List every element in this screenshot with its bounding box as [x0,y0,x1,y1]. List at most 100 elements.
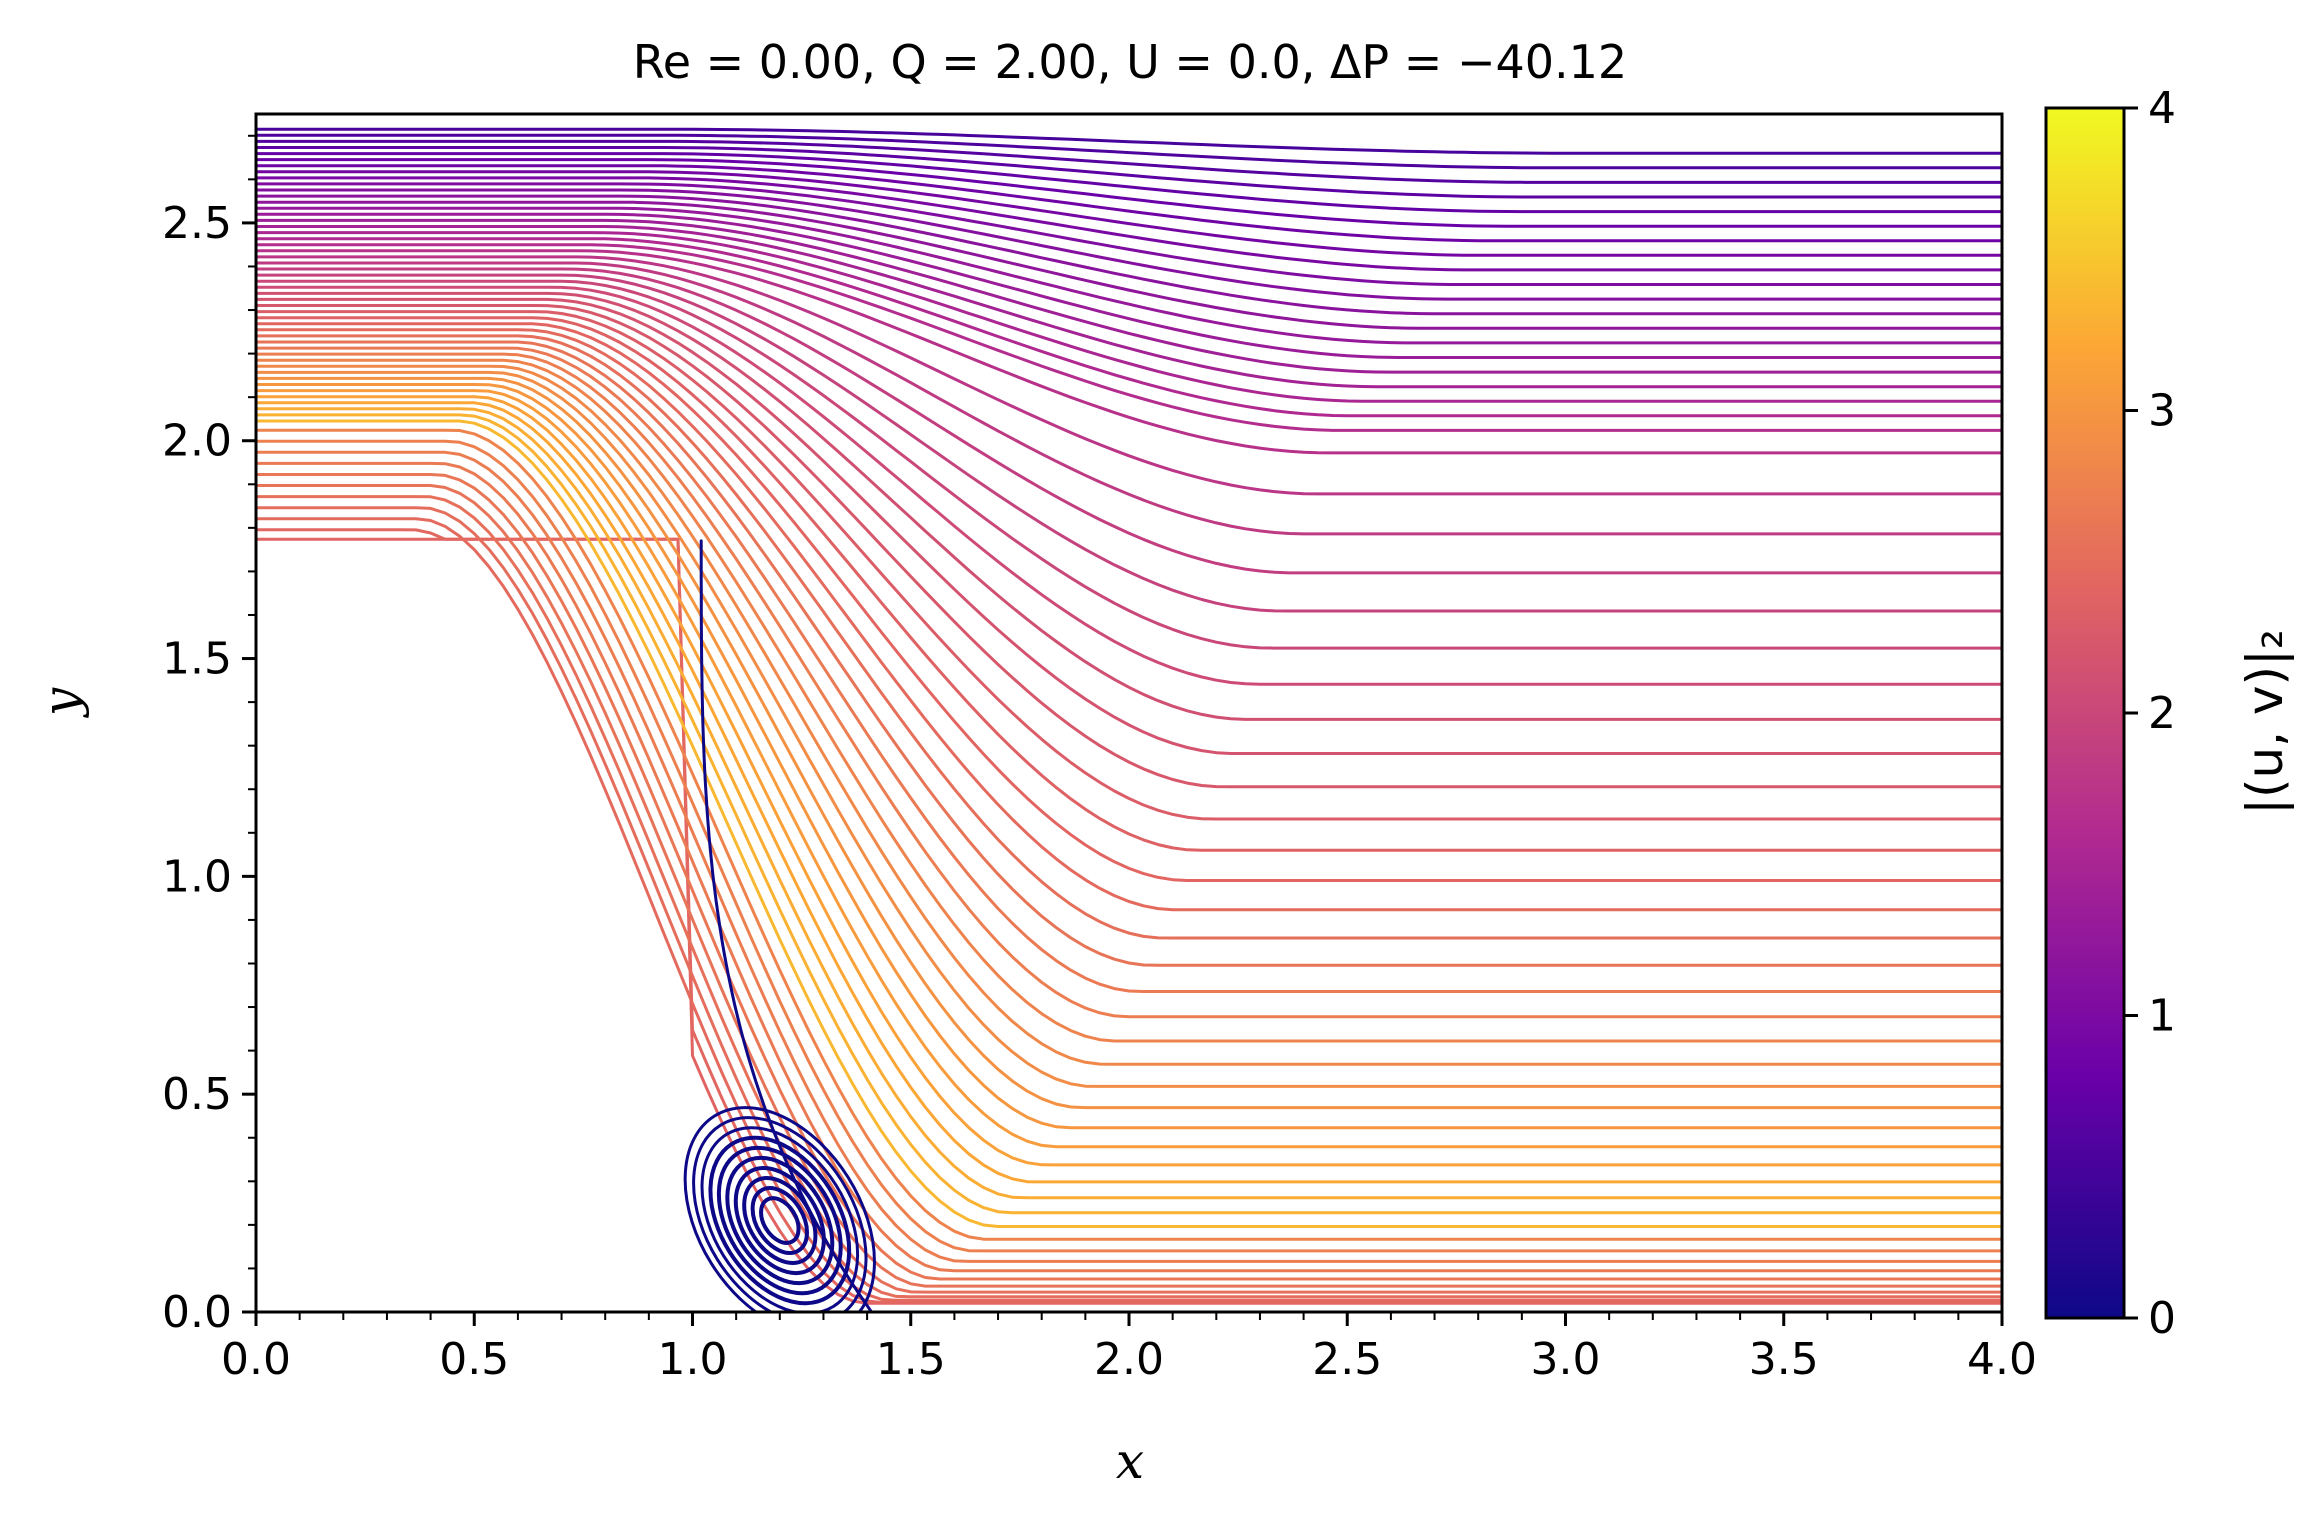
y-tick-label: 1.0 [162,851,232,902]
vortex-streamline [716,1145,843,1296]
vortex-streamline [733,1165,826,1276]
x-tick-label: 4.0 [1967,1334,2037,1385]
streamline [256,316,2002,852]
colorbar-tick-label: 2 [2148,688,2176,739]
streamline [256,261,2002,536]
streamline [256,267,2002,575]
streamline [256,206,2002,345]
y-tick-label: 0.5 [162,1069,232,1120]
streamline [256,304,2002,789]
streamline [256,310,2002,821]
streamline [256,484,2002,1288]
streamline [256,164,2002,243]
streamline [256,225,2002,389]
streamline [256,158,2002,228]
streamline [256,428,2002,1241]
x-tick-label: 2.5 [1312,1334,1382,1385]
y-tick-label: 2.5 [162,198,232,249]
x-tick-label: 1.0 [658,1334,728,1385]
colorbar: 0 1 2 3 4 [2044,83,2176,1344]
streamline [256,358,2002,1043]
chart-title: Re = 0.00, Q = 2.00, U = 0.0, ΔP = −40.1… [633,35,1627,89]
streamline [256,188,2002,301]
streamline [256,255,2002,496]
streamline [256,340,2002,967]
vortex-streamline [708,1135,852,1306]
streamline [256,528,2002,1304]
streamline [256,218,2002,374]
vortex-streamline [700,1126,860,1312]
vortex-streamline [725,1155,835,1286]
streamline [256,237,2002,418]
streamline [256,334,2002,940]
streamline [256,413,2002,1215]
y-axis: 0.0 0.5 1.0 1.5 2.0 2.5 [162,134,256,1338]
streamline [256,152,2002,214]
x-tick-label: 0.0 [221,1334,291,1385]
x-tick-label: 3.5 [1749,1334,1819,1385]
streamline [256,212,2002,359]
streamline [256,401,2002,1184]
streamline [256,297,2002,755]
streamline [256,243,2002,432]
streamline [256,279,2002,650]
colorbar-tick-label: 1 [2148,991,2176,1042]
x-tick-label: 2.0 [1094,1334,1164,1385]
streamline [256,407,2002,1200]
streamline [256,182,2002,286]
colorbar-gradient [2044,106,2126,1320]
x-tick-label: 3.0 [1531,1334,1601,1385]
colorbar-tick-label: 4 [2148,83,2176,134]
colorbar-title: |(u, v)|₂ [2236,629,2294,815]
x-tick-label: 0.5 [439,1334,509,1385]
colorbar-tick-label: 0 [2148,1293,2176,1344]
streamline [256,249,2002,455]
streamline [256,537,2002,1305]
y-tick-label: 0.0 [162,1287,232,1338]
streamline [256,194,2002,316]
streamline [256,517,2002,1302]
streamline [256,461,2002,1273]
streamline [256,376,2002,1110]
streamline [256,450,2002,1263]
x-axis: 0.0 0.5 1.0 1.5 2.0 2.5 3.0 3.5 4.0 [221,1312,2037,1385]
streamline [256,200,2002,330]
x-tick-label: 1.5 [876,1334,946,1385]
streamline [256,322,2002,882]
streamline [256,273,2002,613]
streamline [256,328,2002,912]
recirculation-vortex [683,1106,876,1312]
streamline [256,176,2002,272]
vortex-streamline [683,1106,876,1312]
vortex-streamline [692,1116,868,1312]
streamline [256,285,2002,686]
streamline [256,506,2002,1299]
vortex-streamline [742,1176,818,1266]
streamline-group [256,127,2002,1312]
streamline [256,383,2002,1130]
streamline [256,419,2002,1228]
streamline [256,127,2002,155]
streamline [256,133,2002,170]
streamline [256,389,2002,1149]
streamline [256,370,2002,1088]
streamline [256,291,2002,721]
streamline [256,139,2002,184]
streamline [256,395,2002,1167]
colorbar-tick-label: 3 [2148,386,2176,437]
streamline [256,439,2002,1253]
streamline [256,170,2002,257]
streamline [256,346,2002,993]
streamline [256,364,2002,1066]
y-axis-title: y [32,687,90,718]
y-tick-label: 2.0 [162,416,232,467]
streamline [256,473,2002,1281]
streamline [256,146,2002,199]
x-axis-title: x [1116,1432,1144,1490]
vortex-streamline [759,1196,801,1245]
streamline [256,231,2002,403]
streamline [256,495,2002,1294]
vortex-streamline [750,1186,809,1255]
y-tick-label: 1.5 [162,634,232,685]
